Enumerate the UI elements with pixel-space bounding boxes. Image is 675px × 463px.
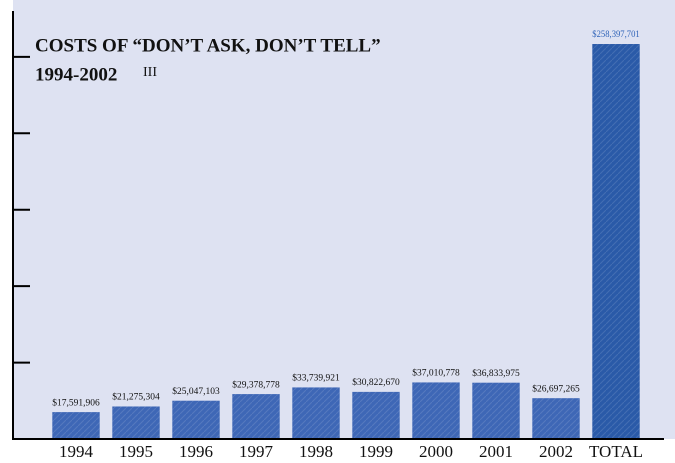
value-label: $30,822,670: [352, 377, 400, 388]
x-tick-label: 1998: [299, 442, 333, 461]
chart-title: COSTS OF “DON’T ASK, DON’T TELL”: [35, 35, 381, 56]
x-tick-label: 1995: [119, 442, 153, 461]
x-tick-label: 1994: [59, 442, 94, 461]
x-tick-label: 1999: [359, 442, 393, 461]
chart-subtitle: 1994-2002: [35, 64, 117, 85]
bar-texture: [172, 400, 220, 439]
bar-texture: [592, 44, 640, 439]
bar-texture: [112, 406, 160, 439]
x-tick-label: 1996: [179, 442, 213, 461]
footnote-marker: III: [143, 65, 157, 80]
x-tick-label: 2001: [479, 442, 513, 461]
x-tick-label: TOTAL: [589, 442, 643, 461]
bar-texture: [292, 387, 340, 439]
value-label: $26,697,265: [532, 383, 580, 394]
value-label: $25,047,103: [172, 386, 220, 397]
bar-texture: [232, 394, 280, 439]
bar-texture: [472, 382, 520, 439]
value-label: $29,378,778: [232, 379, 280, 390]
bar-texture: [352, 391, 400, 439]
value-label: $21,275,304: [112, 392, 160, 403]
plot-background: [13, 0, 675, 439]
value-label: $37,010,778: [412, 368, 460, 379]
bar-texture: [52, 412, 100, 439]
x-tick-label: 2002: [539, 442, 573, 461]
bar-texture: [412, 382, 460, 439]
value-label: $36,833,975: [472, 368, 520, 379]
x-tick-label: 2000: [419, 442, 453, 461]
value-label: $258,397,701: [592, 29, 640, 40]
x-tick-label: 1997: [239, 442, 274, 461]
value-label: $17,591,906: [52, 397, 100, 408]
bar-texture: [532, 398, 580, 439]
value-label: $33,739,921: [292, 373, 340, 384]
